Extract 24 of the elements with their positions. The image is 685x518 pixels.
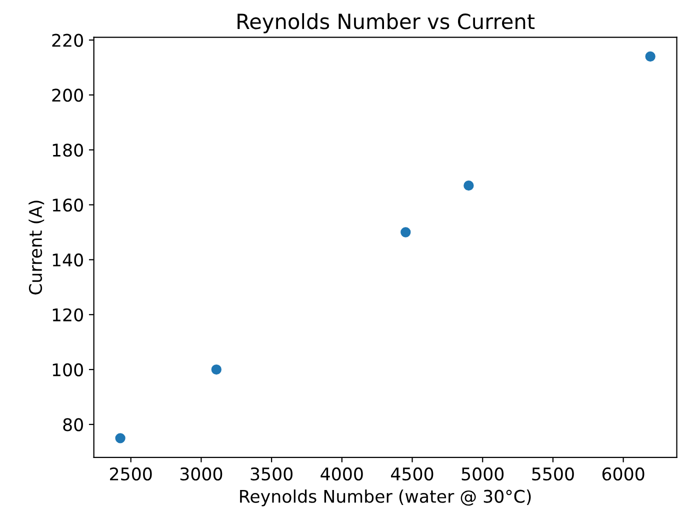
- x-tick-label: 4500: [391, 467, 434, 481]
- x-tick-label: 3500: [250, 467, 292, 481]
- x-tick-label: 5500: [532, 467, 574, 481]
- x-tick-label: 5000: [462, 467, 504, 481]
- y-tick-label: 80: [63, 418, 83, 432]
- y-tick-label: 120: [52, 308, 83, 322]
- y-tick-label: 180: [52, 144, 83, 157]
- y-tick-label: 160: [52, 198, 83, 212]
- point: [464, 180, 474, 191]
- x-axis-title: Reynolds Number (water @ 30°C): [240, 489, 531, 506]
- x-tick-label: 6000: [602, 467, 644, 481]
- point: [211, 364, 222, 375]
- y-tick-label: 220: [52, 34, 83, 47]
- point: [645, 51, 656, 62]
- y-axis-title: Current (A): [28, 200, 44, 294]
- y-tick-label: 200: [52, 88, 83, 102]
- x-tick-label: 2500: [110, 467, 152, 481]
- y-tick-label: 100: [52, 363, 83, 376]
- x-tick-label: 3000: [180, 467, 222, 481]
- point: [115, 433, 126, 444]
- y-tick-label: 140: [52, 253, 83, 267]
- point: [400, 227, 411, 238]
- x-tick-label: 4000: [320, 467, 363, 481]
- chart-title: Reynolds Number vs Current: [238, 13, 535, 34]
